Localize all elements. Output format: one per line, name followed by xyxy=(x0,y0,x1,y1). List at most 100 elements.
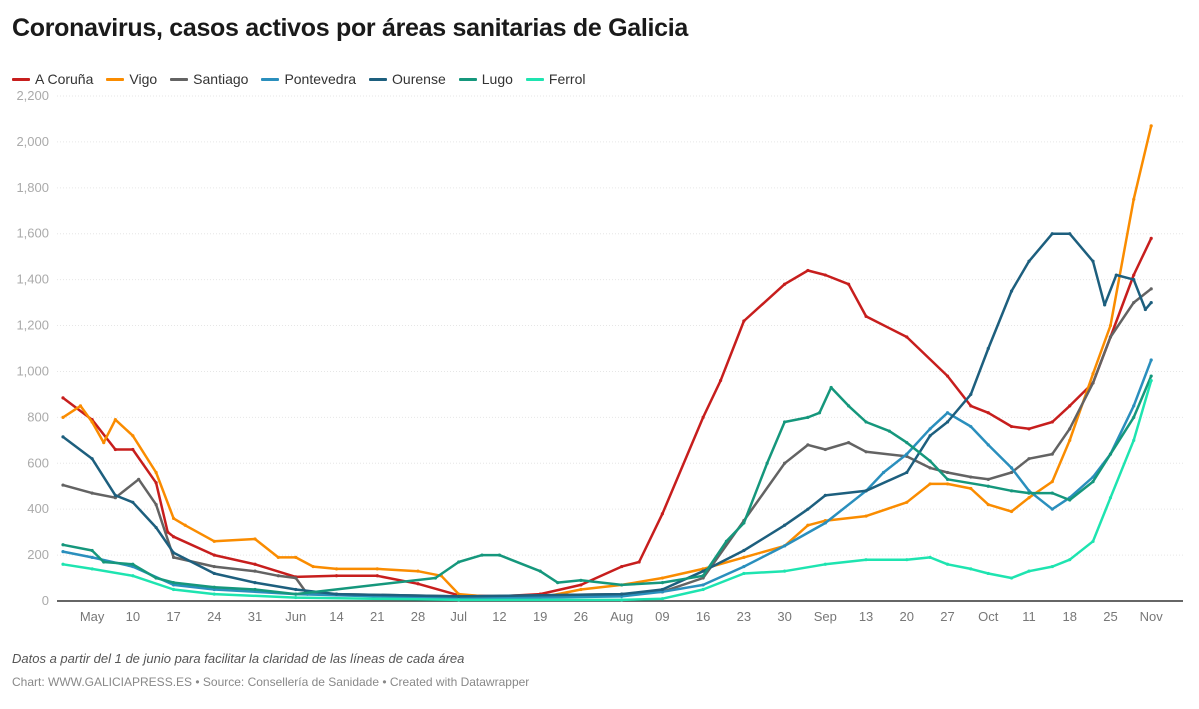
data-point xyxy=(61,562,65,566)
data-point xyxy=(864,420,868,424)
data-point xyxy=(969,404,973,408)
data-point xyxy=(137,477,141,481)
data-point xyxy=(171,551,176,555)
data-point xyxy=(969,486,973,491)
data-point xyxy=(90,548,94,553)
data-point xyxy=(986,346,990,351)
x-tick-label: 26 xyxy=(574,609,588,624)
data-point xyxy=(945,482,950,486)
data-point xyxy=(969,475,973,479)
data-point xyxy=(1009,509,1014,514)
data-point xyxy=(945,562,950,566)
data-point xyxy=(782,544,787,548)
x-tick-label: 23 xyxy=(737,609,751,624)
y-tick-label: 1,400 xyxy=(16,272,49,287)
legend-label: Ferrol xyxy=(548,71,586,87)
data-point xyxy=(416,569,420,573)
data-point xyxy=(457,560,461,564)
legend-swatch xyxy=(261,77,280,81)
data-point xyxy=(113,447,117,452)
data-point xyxy=(928,427,932,431)
data-point xyxy=(905,470,909,475)
data-point xyxy=(823,447,827,452)
data-point xyxy=(1050,491,1054,495)
data-point xyxy=(253,581,257,585)
x-tick-label: 20 xyxy=(900,609,914,624)
y-tick-label: 800 xyxy=(27,409,49,424)
data-point xyxy=(171,581,176,585)
chart-credit: Chart: WWW.GALICIAPRESS.ES • Source: Con… xyxy=(12,675,530,689)
x-tick-label: 25 xyxy=(1103,609,1117,624)
data-point xyxy=(457,598,461,602)
data-point xyxy=(61,543,65,547)
data-point xyxy=(90,457,94,461)
data-point xyxy=(986,477,990,481)
data-point xyxy=(806,523,810,527)
x-tick-label: May xyxy=(80,609,105,624)
data-point xyxy=(742,564,746,569)
data-point xyxy=(701,587,705,592)
data-point xyxy=(1149,287,1153,291)
data-point xyxy=(276,555,280,559)
x-tick-label: 14 xyxy=(329,609,343,624)
data-point xyxy=(457,592,461,596)
chart-notes: Datos a partir del 1 de junio para facil… xyxy=(12,651,465,666)
legend-swatch xyxy=(106,77,125,81)
data-point xyxy=(1009,470,1014,475)
data-point xyxy=(1091,539,1095,543)
data-point xyxy=(823,273,827,277)
data-point xyxy=(1108,323,1113,328)
data-point xyxy=(334,574,339,578)
data-point xyxy=(945,477,950,481)
data-point xyxy=(276,574,280,578)
data-point xyxy=(945,420,950,424)
data-point xyxy=(742,521,746,525)
legend-item: Ferrol xyxy=(525,71,586,87)
data-point xyxy=(538,569,542,573)
data-point xyxy=(620,592,624,596)
legend-item: Santiago xyxy=(170,71,248,87)
data-point xyxy=(1027,569,1031,573)
data-point xyxy=(782,420,787,424)
data-point xyxy=(701,574,705,578)
y-tick-label: 1,000 xyxy=(16,363,49,378)
data-point xyxy=(660,576,664,580)
data-point xyxy=(928,434,932,438)
data-point xyxy=(969,392,973,397)
data-point xyxy=(718,379,723,383)
legend-swatch xyxy=(12,77,30,81)
legend-swatch xyxy=(458,77,477,81)
series-line-ourense xyxy=(62,232,1153,598)
data-point xyxy=(620,598,624,602)
data-point xyxy=(945,374,950,378)
data-point xyxy=(1108,335,1113,339)
data-point xyxy=(1050,480,1054,484)
chart-title: Coronavirus, casos activos por áreas san… xyxy=(12,14,688,42)
data-point xyxy=(171,516,176,520)
y-tick-label: 1,200 xyxy=(16,318,49,333)
data-point xyxy=(1114,273,1118,277)
data-point xyxy=(1027,489,1031,493)
data-point xyxy=(742,555,746,559)
y-tick-label: 1,800 xyxy=(16,180,49,195)
x-tick-label: 12 xyxy=(492,609,506,624)
data-point xyxy=(154,481,158,485)
data-point xyxy=(660,597,664,601)
data-point xyxy=(1068,558,1072,562)
data-point xyxy=(701,415,705,419)
data-point xyxy=(905,335,909,339)
data-point xyxy=(375,567,379,571)
data-point xyxy=(742,571,746,576)
data-point xyxy=(1009,489,1014,493)
series-line-santiago xyxy=(62,287,1152,598)
data-point xyxy=(1050,507,1054,511)
legend-item: Lugo xyxy=(458,71,513,87)
data-point xyxy=(847,441,851,445)
legend-label: Vigo xyxy=(129,71,158,87)
data-point xyxy=(945,470,950,475)
data-point xyxy=(969,424,973,429)
data-point xyxy=(1132,438,1136,442)
legend-label: Ourense xyxy=(392,71,446,87)
data-point xyxy=(1068,232,1072,236)
x-tick-label: 09 xyxy=(655,609,669,624)
